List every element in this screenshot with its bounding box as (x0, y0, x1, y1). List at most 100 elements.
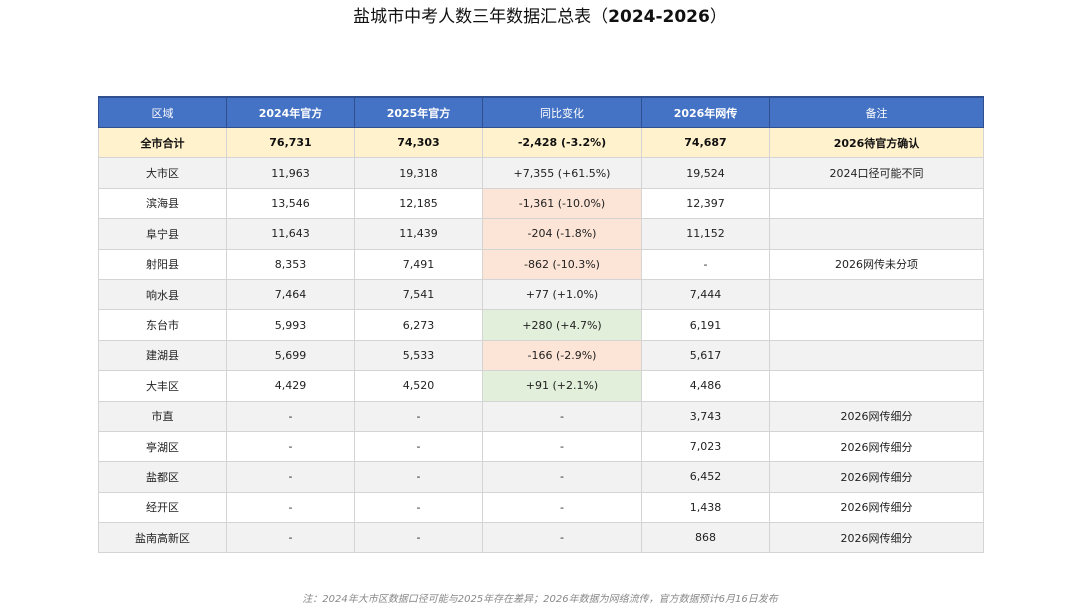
cell-note (769, 309, 984, 341)
cell-region: 建湖县 (98, 339, 227, 372)
cell-region: 滨海县 (98, 187, 227, 220)
cell-region: 射阳县 (98, 248, 227, 280)
table-row: 阜宁县 11,643 11,439 -204 (-1.8%) 11,152 (98, 218, 984, 250)
cell-change: - (482, 522, 642, 554)
cell-note (769, 370, 984, 402)
cell-note (769, 218, 984, 250)
cell-2025: 74,303 (354, 126, 483, 159)
cell-2025: 6,273 (354, 309, 483, 341)
title-main: 盐城市中考人数三年数据汇总表（ (353, 7, 609, 27)
cell-2025: 7,541 (354, 278, 483, 311)
cell-2026: 4,486 (641, 370, 770, 402)
total-row: 全市合计 76,731 74,303 -2,428 (-3.2%) 74,687 2026… (98, 126, 984, 159)
cell-change: -166 (-2.9%) (482, 339, 642, 372)
cell-2024: 76,731 (226, 126, 355, 159)
table-row: 亭湖区 - - -7,023 2026网传细分 (98, 430, 984, 463)
cell-change: -1,361 (-10.0%) (482, 187, 642, 220)
cell-2025: 19,318 (354, 157, 483, 189)
cell-2026: 5,617 (641, 339, 770, 372)
cell-region: 阜宁县 (98, 218, 227, 250)
cell-2025: - (354, 430, 483, 463)
header-notes: 备注 (769, 96, 984, 128)
cell-2026: 12,397 (641, 187, 770, 220)
cell-change: +7,355 (+61.5%) (482, 157, 642, 189)
cell-2025: - (354, 491, 483, 524)
table-row: 大丰区 4,429 4,520 +91 (+2.1%) 4,486 (98, 370, 984, 402)
cell-region: 东台市 (98, 309, 227, 341)
cell-2024: - (226, 461, 355, 493)
cell-change: - (482, 491, 642, 524)
table-row: 射阳县 8,353 7,491 -862 (-10.3%) -2026网传未分项 (98, 248, 984, 280)
table-row: 东台市 5,993 6,273 +280 (+4.7%) 6,191 (98, 309, 984, 341)
footnote: 注：2024年大市区数据口径可能与2025年存在差异；2026年数据为网络流传，… (302, 594, 778, 605)
cell-change: -862 (-10.3%) (482, 248, 642, 280)
cell-2024: 11,643 (226, 218, 355, 250)
cell-change: - (482, 400, 642, 432)
header-2026-rumored: 2026年网传 (641, 96, 770, 128)
header-row: 区域 2024年官方 2025年官方 同比变化 2026年网传 备注 (98, 96, 984, 128)
cell-2024: 13,546 (226, 187, 355, 220)
cell-2024: 5,699 (226, 339, 355, 372)
cell-note: 2024口径可能不同 (769, 157, 984, 189)
cell-2024: - (226, 400, 355, 432)
cell-change: -204 (-1.8%) (482, 218, 642, 250)
cell-2024: - (226, 491, 355, 524)
cell-2024: 5,993 (226, 309, 355, 341)
cell-change: +77 (+1.0%) (482, 278, 642, 311)
cell-2024: 8,353 (226, 248, 355, 280)
cell-2024: - (226, 522, 355, 554)
cell-change: -2,428 (-3.2%) (482, 126, 642, 159)
cell-region: 盐南高新区 (98, 522, 227, 554)
cell-2025: 5,533 (354, 339, 483, 372)
header-2024-official: 2024年官方 (226, 96, 355, 128)
cell-note: 2026网传细分 (769, 430, 984, 463)
cell-2026: 74,687 (641, 126, 770, 159)
header-region: 区域 (98, 96, 227, 128)
title-close: ） (709, 7, 727, 27)
table-row: 大市区 11,963 19,318 +7,355 (+61.5%) 19,524 2024… (98, 157, 984, 189)
cell-2026: 1,438 (641, 491, 770, 524)
cell-2026: 19,524 (641, 157, 770, 189)
table-body: 全市合计 76,731 74,303 -2,428 (-3.2%) 74,687 2026… (98, 126, 984, 554)
cell-2024: 11,963 (226, 157, 355, 189)
cell-2026: - (641, 248, 770, 280)
table-row: 市直 - - -3,743 2026网传细分 (98, 400, 984, 432)
cell-2024: 4,429 (226, 370, 355, 402)
cell-region: 盐都区 (98, 461, 227, 493)
header-yoy-change: 同比变化 (482, 96, 642, 128)
cell-note: 2026网传细分 (769, 522, 984, 554)
table-row: 建湖县 5,699 5,533 -166 (-2.9%) 5,617 (98, 339, 984, 372)
cell-2024: - (226, 430, 355, 463)
cell-2026: 6,452 (641, 461, 770, 493)
cell-note (769, 187, 984, 220)
cell-2026: 7,444 (641, 278, 770, 311)
cell-note (769, 278, 984, 311)
cell-region: 响水县 (98, 278, 227, 311)
cell-2025: 7,491 (354, 248, 483, 280)
cell-2025: 12,185 (354, 187, 483, 220)
cell-2026: 11,152 (641, 218, 770, 250)
cell-change: - (482, 430, 642, 463)
table-row: 滨海县 13,546 12,185 -1,361 (-10.0%) 12,397 (98, 187, 984, 220)
cell-note (769, 339, 984, 372)
cell-change: - (482, 461, 642, 493)
table-row: 盐都区 - - -6,452 2026网传细分 (98, 461, 984, 493)
cell-note: 2026网传未分项 (769, 248, 984, 280)
cell-note: 2026网传细分 (769, 461, 984, 493)
cell-2026: 868 (641, 522, 770, 554)
table-row: 盐南高新区 - - -868 2026网传细分 (98, 522, 984, 554)
cell-2026: 7,023 (641, 430, 770, 463)
page-title: 盐城市中考人数三年数据汇总表（2024-2026） (0, 4, 1080, 30)
cell-region: 大丰区 (98, 370, 227, 402)
cell-region: 经开区 (98, 491, 227, 524)
cell-2025: - (354, 461, 483, 493)
cell-note: 2026网传细分 (769, 400, 984, 432)
cell-note: 2026网传细分 (769, 491, 984, 524)
cell-2026: 3,743 (641, 400, 770, 432)
cell-2025: 11,439 (354, 218, 483, 250)
header-2025-official: 2025年官方 (354, 96, 483, 128)
cell-change: +280 (+4.7%) (482, 309, 642, 341)
cell-2024: 7,464 (226, 278, 355, 311)
cell-2025: - (354, 400, 483, 432)
table-row: 经开区 - - -1,438 2026网传细分 (98, 491, 984, 524)
